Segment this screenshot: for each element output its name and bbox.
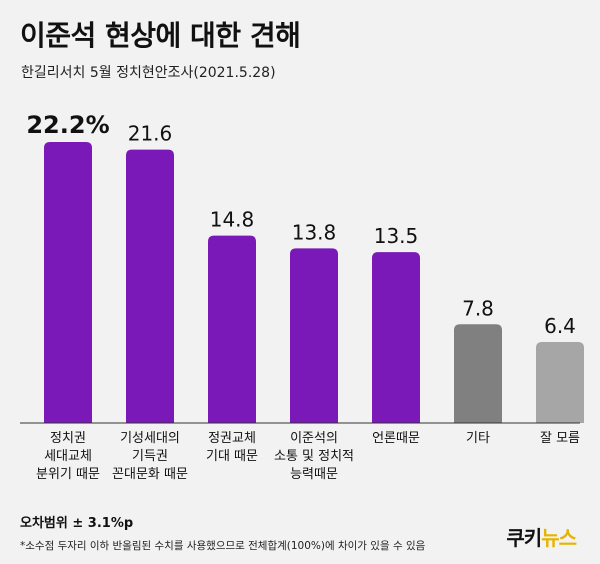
value-label-2: 21.6 <box>128 122 173 146</box>
category-label-6: 기타 <box>466 431 490 446</box>
value-label-3: 14.8 <box>210 208 255 232</box>
logo-text-accent: 뉴스 <box>541 526 577 550</box>
category-label-2: 기성세대의 기득권 꼰대문화 때문 <box>112 431 188 482</box>
logo-text-main: 쿠키 <box>506 526 542 550</box>
value-label-4: 13.8 <box>292 220 337 244</box>
bar-6 <box>454 324 502 423</box>
bar-5 <box>372 252 420 423</box>
footnote: *소수점 두자리 이하 반올림된 수치를 사용했으므로 전체합계(100%)에 … <box>20 540 426 552</box>
category-label-7: 잘 모름 <box>539 431 580 446</box>
bar-7 <box>536 341 584 423</box>
value-label-5: 13.5 <box>374 224 419 248</box>
bar-2 <box>126 149 174 423</box>
value-label-7: 6.4 <box>544 314 576 338</box>
value-label-1: 22.2% <box>26 111 109 139</box>
category-label-3: 정권교체 기대 때문 <box>206 431 258 464</box>
chart-title: 이준석 현상에 대한 견해 <box>20 19 301 52</box>
bar-3 <box>208 235 256 423</box>
category-label-5: 언론때문 <box>372 431 420 446</box>
value-label-6: 7.8 <box>462 296 494 320</box>
kukinews-logo: 쿠키뉴스 <box>506 522 577 551</box>
category-label-4: 이준석의 소통 및 정치적 능력때문 <box>273 431 355 482</box>
category-label-1: 정치권 세대교체 분위기 때문 <box>36 431 100 482</box>
chart-subtitle: 한길리서치 5월 정치현안조사(2021.5.28) <box>21 65 276 81</box>
bar-4 <box>290 248 338 423</box>
margin-of-error: 오차범위 ± 3.1%p <box>20 516 134 531</box>
bar-1 <box>44 142 92 423</box>
